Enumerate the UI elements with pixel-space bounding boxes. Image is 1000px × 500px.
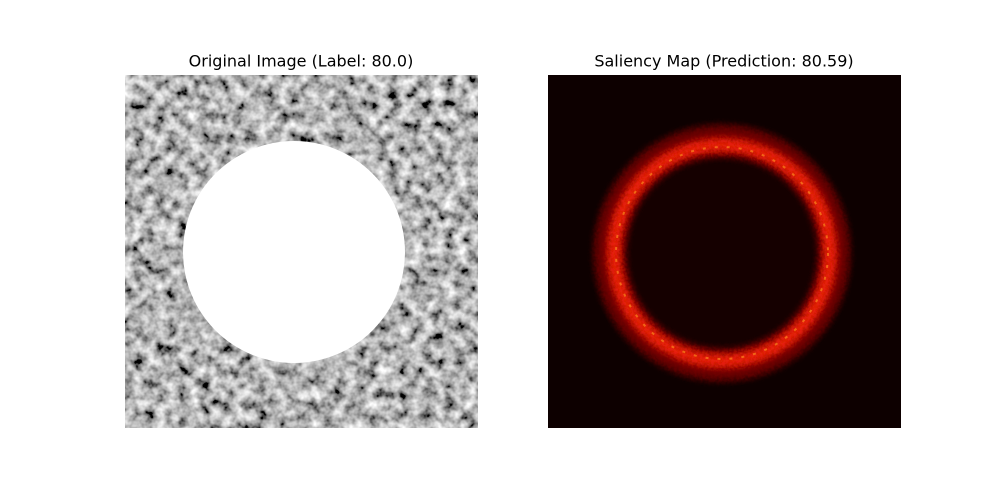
- saliency-ring: [595, 126, 849, 380]
- ring-core: [608, 139, 836, 367]
- white-disk: [183, 141, 405, 363]
- ring-highlight: [615, 146, 829, 360]
- ring-interior: [614, 145, 830, 361]
- right-panel: Saliency Map (Prediction: 80.59): [548, 52, 901, 428]
- left-panel: Original Image (Label: 80.0): [125, 52, 478, 428]
- panel-title: Saliency Map (Prediction: 80.59): [594, 52, 853, 71]
- panel-title: Original Image (Label: 80.0): [189, 52, 414, 71]
